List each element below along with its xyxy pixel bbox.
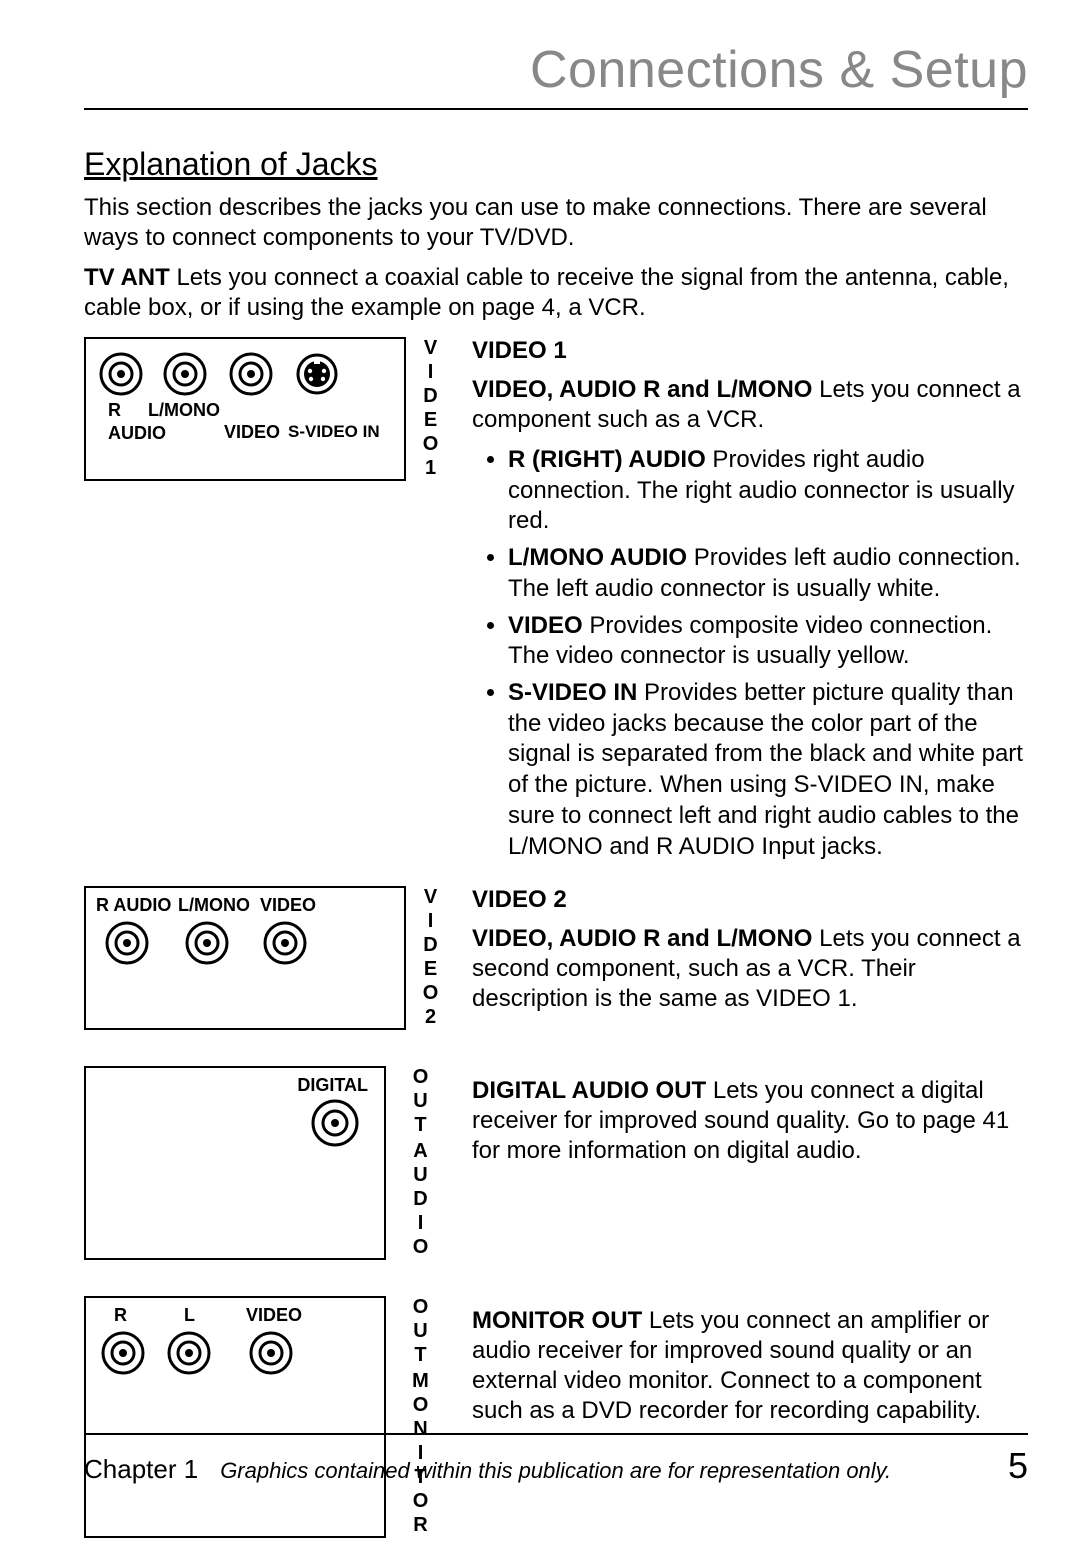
bullet-lead: S-VIDEO IN [508, 679, 637, 706]
vlabel-line: OUT [409, 1066, 432, 1138]
panel-video2: R AUDIO L/MONO VIDEO VIDEO2 [84, 886, 444, 1030]
panel-audio-out: DIGITAL AUDIO OUT [84, 1066, 444, 1260]
list-item: VIDEO Provides composite video connectio… [508, 611, 1028, 672]
panel-vlabel: MONITOR OUT [409, 1296, 432, 1538]
panel-video1: R L/MONO AUDIO VIDEO S-VIDEO IN VIDEO1 [84, 337, 444, 481]
jack-label: L/MONO [148, 401, 220, 419]
rca-icon [248, 1330, 294, 1376]
jack-label: R [108, 401, 121, 419]
jack-label: VIDEO [246, 1306, 302, 1324]
footer-note: Graphics contained within this publicati… [220, 1458, 986, 1484]
bullet-lead: L/MONO AUDIO [508, 544, 687, 571]
jack-video1-lmono [162, 351, 208, 397]
section-heading: Explanation of Jacks [84, 146, 1028, 183]
header-rule [84, 108, 1028, 110]
jack-monitor-r [100, 1330, 146, 1376]
video1-intro-lead: VIDEO, AUDIO R and L/MONO [472, 376, 812, 403]
footer: Chapter 1 Graphics contained within this… [84, 1433, 1028, 1487]
jack-label: R [114, 1306, 127, 1324]
footer-chapter: Chapter 1 [84, 1454, 198, 1485]
rca-icon [262, 920, 308, 966]
jack-label: DIGITAL [297, 1076, 368, 1094]
list-item: L/MONO AUDIO Provides left audio connect… [508, 543, 1028, 604]
jack-video2-r [104, 920, 150, 966]
video1-bullets: R (RIGHT) AUDIO Provides right audio con… [472, 445, 1028, 862]
jack-label: VIDEO [260, 896, 316, 914]
tv-ant-lead: TV ANT [84, 264, 170, 291]
rca-icon [100, 1330, 146, 1376]
jack-video1-video [228, 351, 274, 397]
rca-icon [166, 1330, 212, 1376]
jack-monitor-l [166, 1330, 212, 1376]
bullet-lead: R (RIGHT) AUDIO [508, 446, 706, 473]
footer-rule [84, 1433, 1028, 1435]
panel-vlabel: AUDIO OUT [409, 1066, 432, 1260]
tv-ant: TV ANT Lets you connect a coaxial cable … [84, 263, 1028, 323]
jack-label: L [184, 1306, 195, 1324]
rca-icon [184, 920, 230, 966]
jack-digital [310, 1098, 360, 1148]
jack-label: L/MONO [178, 896, 250, 914]
video2-heading: VIDEO 2 [472, 886, 1028, 914]
list-item: S-VIDEO IN Provides better picture quali… [508, 678, 1028, 862]
rca-icon [228, 351, 274, 397]
video2-intro: VIDEO, AUDIO R and L/MONO Lets you conne… [472, 924, 1028, 1014]
jack-video1-r [98, 351, 144, 397]
monitor-out-text: MONITOR OUT Lets you connect an amplifie… [472, 1306, 1028, 1426]
jack-video2-lmono [184, 920, 230, 966]
jack-label: R AUDIO [96, 896, 171, 914]
tv-ant-body: Lets you connect a coaxial cable to rece… [84, 264, 1009, 321]
video2-intro-lead: VIDEO, AUDIO R and L/MONO [472, 925, 812, 952]
jack-video1-svideo [296, 353, 338, 395]
bullet-body: Provides better picture quality than the… [508, 679, 1023, 860]
bullet-lead: VIDEO [508, 612, 583, 639]
panel-vlabel: VIDEO1 [419, 337, 442, 481]
group-label: AUDIO [108, 423, 166, 444]
footer-page: 5 [1008, 1445, 1028, 1487]
vlabel-line: AUDIO [409, 1140, 432, 1260]
rca-icon [104, 920, 150, 966]
rca-icon [98, 351, 144, 397]
intro: This section describes the jacks you can… [84, 193, 1028, 253]
vlabel-line: OUT [409, 1296, 432, 1368]
list-item: R (RIGHT) AUDIO Provides right audio con… [508, 445, 1028, 537]
rca-icon [310, 1098, 360, 1148]
audio-out-text: DIGITAL AUDIO OUT Lets you connect a dig… [472, 1076, 1028, 1166]
video1-intro: VIDEO, AUDIO R and L/MONO Lets you conne… [472, 375, 1028, 435]
panel-monitor-out: R L VIDEO MONITOR OUT [84, 1296, 444, 1538]
jack-label: VIDEO [224, 423, 280, 441]
jack-video2-video [262, 920, 308, 966]
page-title: Connections & Setup [84, 40, 1028, 100]
audio-out-lead: DIGITAL AUDIO OUT [472, 1077, 706, 1104]
monitor-out-lead: MONITOR OUT [472, 1307, 642, 1334]
video1-heading: VIDEO 1 [472, 337, 1028, 365]
jack-monitor-video [248, 1330, 294, 1376]
svideo-icon [296, 353, 338, 395]
jack-label: S-VIDEO IN [288, 423, 380, 440]
rca-icon [162, 351, 208, 397]
panel-vlabel: VIDEO2 [419, 886, 442, 1030]
